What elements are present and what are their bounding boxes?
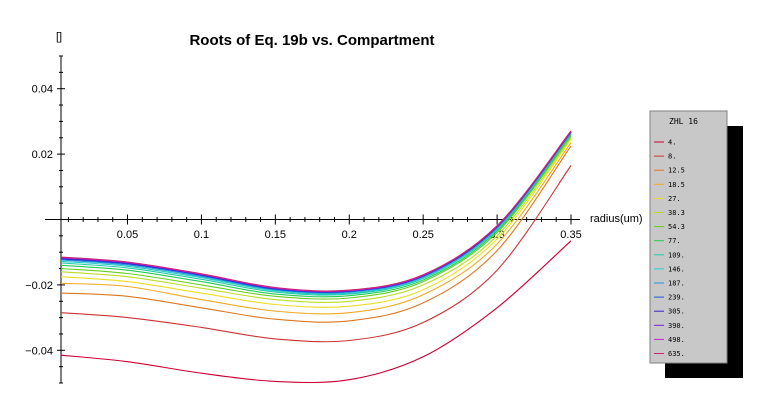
series-line	[60, 139, 572, 308]
y-tick-label: −0.02	[25, 280, 53, 292]
series-line	[60, 130, 572, 292]
legend-title: ZHL 16	[669, 117, 698, 126]
x-tick-label: 0.1	[194, 229, 209, 241]
legend-entry: 305.	[668, 308, 685, 316]
x-tick-label: 0.35	[560, 229, 581, 241]
y-tick-label: 0.02	[32, 149, 53, 161]
x-tick-label: 0.15	[265, 229, 286, 241]
chart-title: Roots of Eq. 19b vs. Compartment	[189, 32, 434, 49]
legend-entry: 109.	[668, 251, 685, 259]
x-axis-label: radius(um)	[590, 213, 643, 225]
series-line	[60, 133, 572, 296]
legend-entry: 27.	[668, 195, 681, 203]
series-line	[60, 132, 572, 295]
axes: 0.05 0.1 0.15 0.2 0.25 0.3 0.350.040.02−0.02−0…	[25, 55, 582, 384]
series-line	[60, 165, 572, 343]
series-line	[60, 145, 572, 323]
series-group	[60, 130, 572, 384]
legend-entry: 18.5	[668, 181, 685, 189]
y-tick-label: −0.04	[25, 345, 53, 357]
legend-box	[649, 110, 728, 364]
series-line	[60, 135, 572, 300]
legend-entry: 390.	[668, 322, 685, 330]
x-tick-label: 0.05	[117, 229, 138, 241]
legend-entry: 4.	[668, 139, 676, 147]
legend-entry: 498.	[668, 336, 685, 344]
series-line	[60, 134, 572, 298]
legend-entry: 77.	[668, 237, 681, 245]
x-tick-label: 0.2	[342, 229, 357, 241]
legend-entry: 187.	[668, 280, 685, 288]
legend-entry: 54.3	[668, 223, 685, 231]
legend-entry: 635.	[668, 350, 685, 358]
legend-entry: 12.5	[668, 167, 685, 175]
series-line	[60, 240, 572, 384]
series-line	[60, 131, 572, 293]
y-tick-label: 0.04	[32, 84, 53, 96]
x-tick-label: 0.25	[412, 229, 433, 241]
series-line	[60, 137, 572, 303]
legend-entry: 38.3	[668, 209, 685, 217]
legend-entry: 8.	[668, 153, 676, 161]
y-axis-label: []	[56, 31, 62, 43]
legend-entries: 4. 8. 12.5 18.5 27. 38.3 54.3 77. 109. 146. 187. 23…	[654, 139, 685, 358]
series-line	[60, 142, 572, 315]
legend: ZHL 16 4. 8. 12.5 18.5 27. 38.3 54.3 77. 109. 146…	[649, 110, 743, 378]
legend-entry: 239.	[668, 294, 685, 302]
legend-entry: 146.	[668, 265, 685, 273]
